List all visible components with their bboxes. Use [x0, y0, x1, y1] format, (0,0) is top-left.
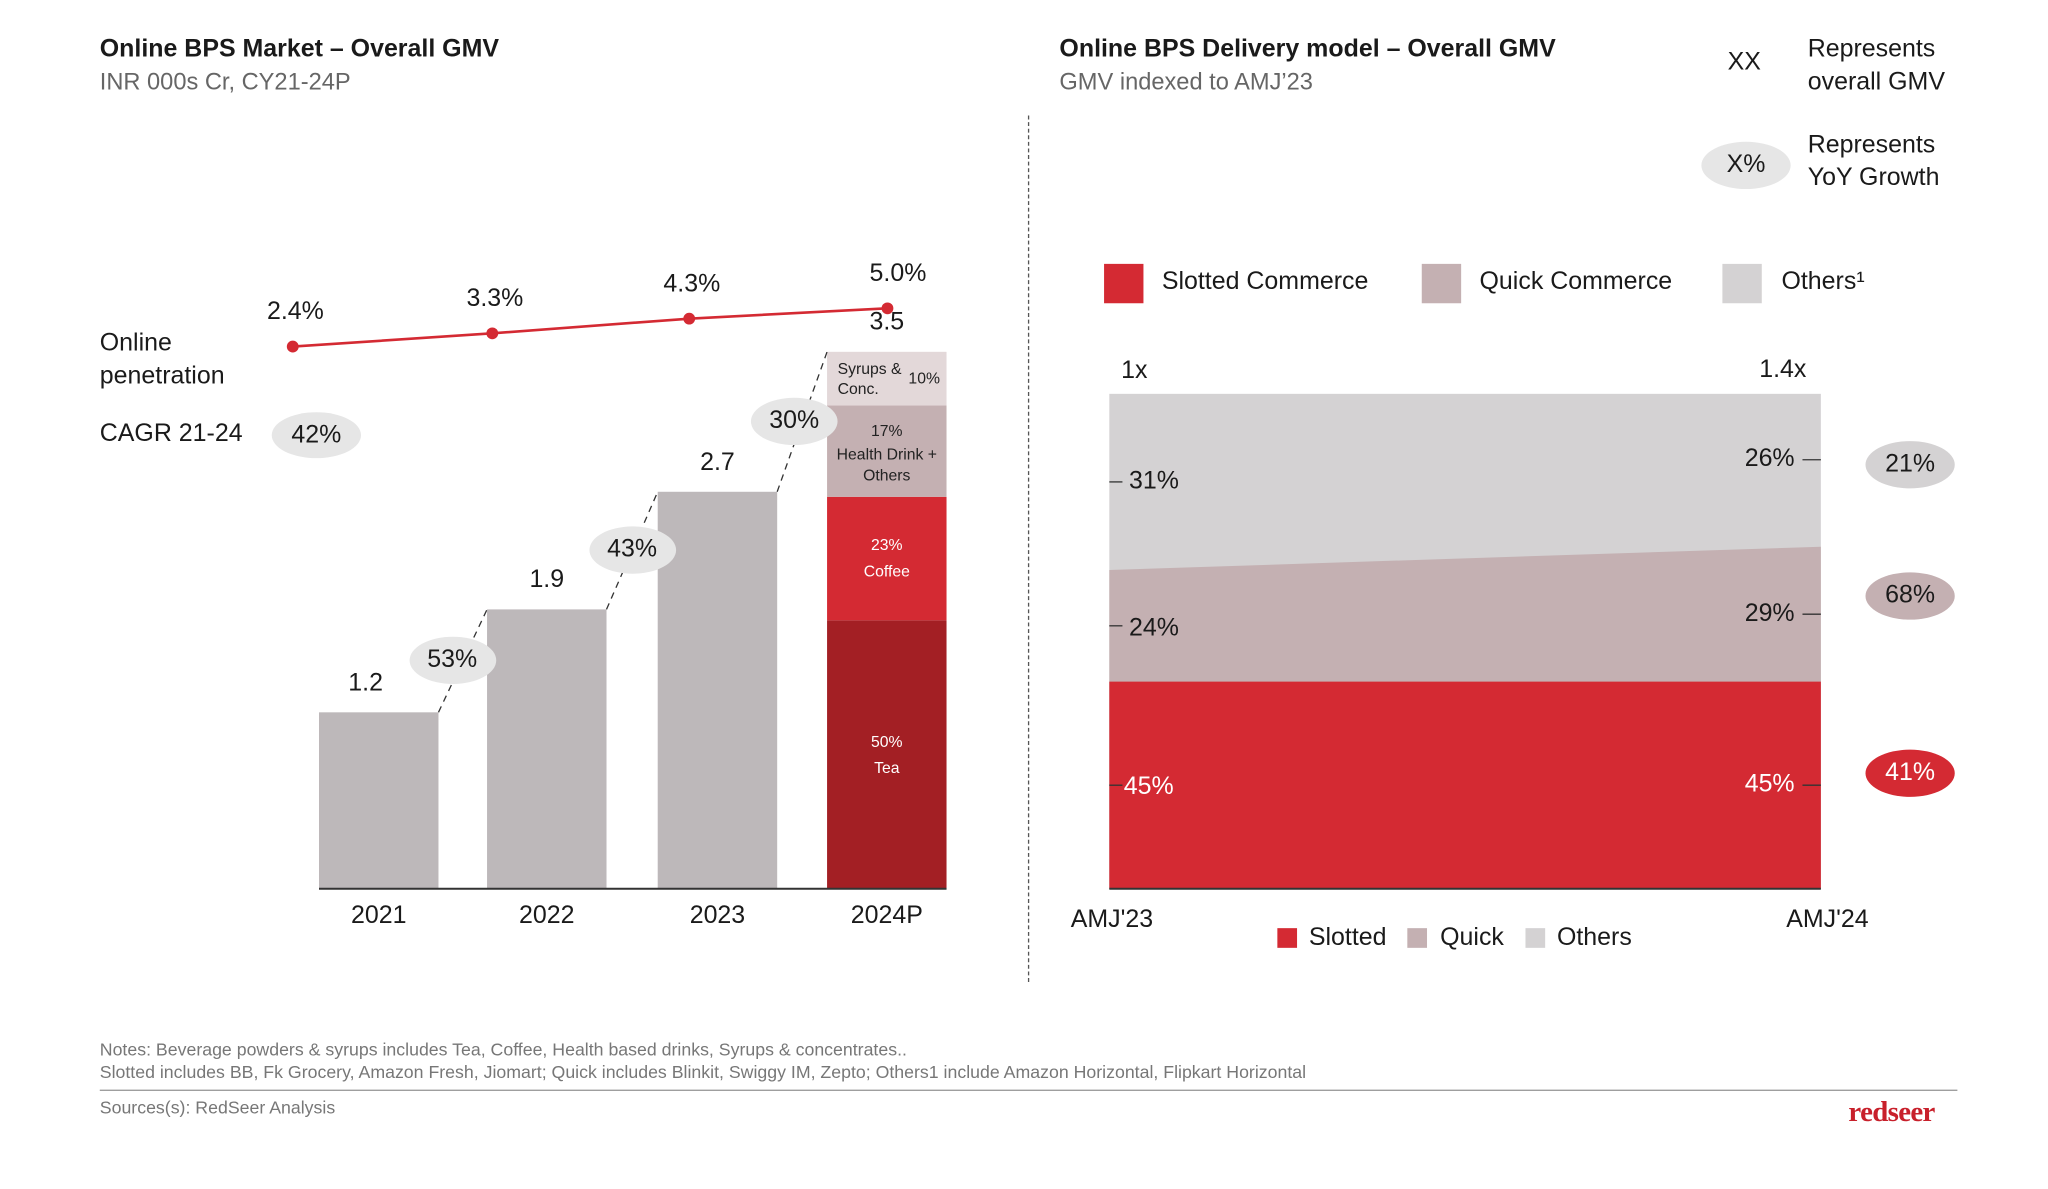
x-tick-label: 2022 — [519, 901, 575, 930]
footer-note-2: Slotted includes BB, Fk Grocery, Amazon … — [99, 1062, 1307, 1082]
mini-legend-others: Others — [1556, 924, 1632, 952]
share-label-amj24: 45% — [1744, 770, 1795, 799]
share-label-amj23: 24% — [1128, 613, 1179, 642]
growth-pill: 53% — [408, 637, 496, 685]
x-tick-label: 2021 — [350, 901, 407, 930]
key-xx-text-2: overall GMV — [1807, 68, 1945, 96]
legend-slotted: Slotted Commerce — [1161, 267, 1369, 296]
legend-swatch-slotted — [1104, 263, 1144, 304]
bar-2024P-segment-health-drink-others — [827, 405, 947, 497]
right-chart-title: Online BPS Delivery model – Overall GMV — [1059, 35, 1556, 64]
key-pct-pill: X% — [1701, 141, 1791, 190]
growth-pill: 30% — [750, 398, 838, 446]
share-label-amj24: 26% — [1744, 445, 1795, 473]
penetration-label: 5.0% — [869, 259, 927, 288]
bar-value-label: 3.5 — [869, 308, 905, 337]
bar-2024P-segment-coffee — [827, 496, 947, 621]
key-xx: XX — [1727, 48, 1761, 77]
legend-others: Others¹ — [1781, 267, 1865, 296]
penetration-label: 3.3% — [466, 284, 524, 313]
segment-share: 17% — [871, 420, 903, 440]
penetration-point — [286, 340, 299, 353]
segment-name: Tea — [874, 758, 900, 777]
legend-quick: Quick Commerce — [1479, 267, 1673, 296]
mini-legend-swatch-quick — [1407, 928, 1428, 948]
footer-rule — [99, 1089, 1958, 1091]
mini-legend-swatch-slotted — [1277, 928, 1298, 948]
penetration-label-line2: penetration — [99, 362, 225, 390]
segment-share: 10% — [908, 369, 940, 388]
segment-share: 50% — [871, 732, 903, 751]
cagr-label: CAGR 21-24 — [99, 420, 243, 448]
penetration-line — [292, 307, 888, 348]
bar-2024P-segment-syrups-conc- — [827, 351, 947, 406]
total-label: 1.4x — [1759, 355, 1807, 384]
segment-label: 50% Tea — [828, 728, 946, 781]
bar-2021 — [319, 712, 439, 889]
key-pct-text-2: YoY Growth — [1807, 164, 1940, 192]
cagr-pill: 42% — [271, 412, 362, 459]
x-tick-label: AMJ'23 — [1070, 905, 1154, 934]
sources: Sources(s): RedSeer Analysis — [99, 1097, 336, 1118]
penetration-point — [881, 302, 894, 315]
mini-legend-slotted: Slotted — [1308, 924, 1387, 952]
yoy-pill: 68% — [1865, 572, 1955, 620]
segment-label: 23% Coffee — [828, 532, 946, 585]
left-chart-title: Online BPS Market – Overall GMV — [99, 35, 500, 64]
penetration-label: 4.3% — [663, 270, 721, 298]
segment-name: Coffee — [863, 562, 910, 581]
x-tick-label: 2023 — [689, 901, 746, 930]
growth-connector — [437, 609, 488, 713]
yoy-pill: 21% — [1865, 441, 1955, 489]
bar-value-label: 2.7 — [700, 448, 735, 477]
bar-2023 — [657, 491, 778, 889]
mini-legend-swatch-others — [1525, 928, 1546, 948]
penetration-label-line1: Online — [99, 329, 172, 358]
total-label: 1x — [1121, 357, 1148, 385]
x-tick-label: 2024P — [850, 901, 923, 930]
x-tick-label: AMJ'24 — [1786, 905, 1869, 934]
share-label-amj23: 45% — [1123, 773, 1174, 801]
mini-legend-quick: Quick — [1440, 924, 1504, 952]
left-chart-subtitle: INR 000s Cr, CY21-24P — [99, 68, 351, 95]
penetration-label: 2.4% — [266, 298, 324, 326]
penetration-point — [486, 327, 499, 340]
segment-name: Health Drink + Others — [836, 444, 937, 484]
bar-value-label: 1.2 — [348, 668, 383, 697]
bar-value-label: 1.9 — [529, 566, 565, 594]
segment-name: Syrups & Conc. — [837, 360, 902, 399]
segment-share: 23% — [871, 536, 903, 555]
growth-pill: 43% — [588, 526, 676, 575]
penetration-point — [683, 312, 696, 325]
divider — [1027, 115, 1030, 982]
share-label-amj24: 29% — [1744, 599, 1795, 628]
yoy-pill: 41% — [1865, 749, 1955, 797]
redseer-logo: redseer — [1848, 1094, 1935, 1128]
key-pct-text-1: Represents — [1807, 131, 1936, 159]
area-slotted — [1109, 681, 1821, 889]
bar-2024P-segment-tea — [827, 620, 947, 889]
footer-note-1: Notes: Beverage powders & syrups include… — [99, 1039, 907, 1060]
share-label-amj23: 31% — [1128, 467, 1179, 496]
segment-label: 17% Health Drink + Others — [828, 417, 946, 485]
key-xx-text-1: Represents — [1807, 35, 1936, 64]
legend-swatch-others — [1722, 263, 1762, 304]
legend-swatch-quick — [1421, 263, 1462, 304]
right-chart-subtitle: GMV indexed to AMJ’23 — [1059, 68, 1313, 95]
bar-2022 — [487, 609, 607, 889]
